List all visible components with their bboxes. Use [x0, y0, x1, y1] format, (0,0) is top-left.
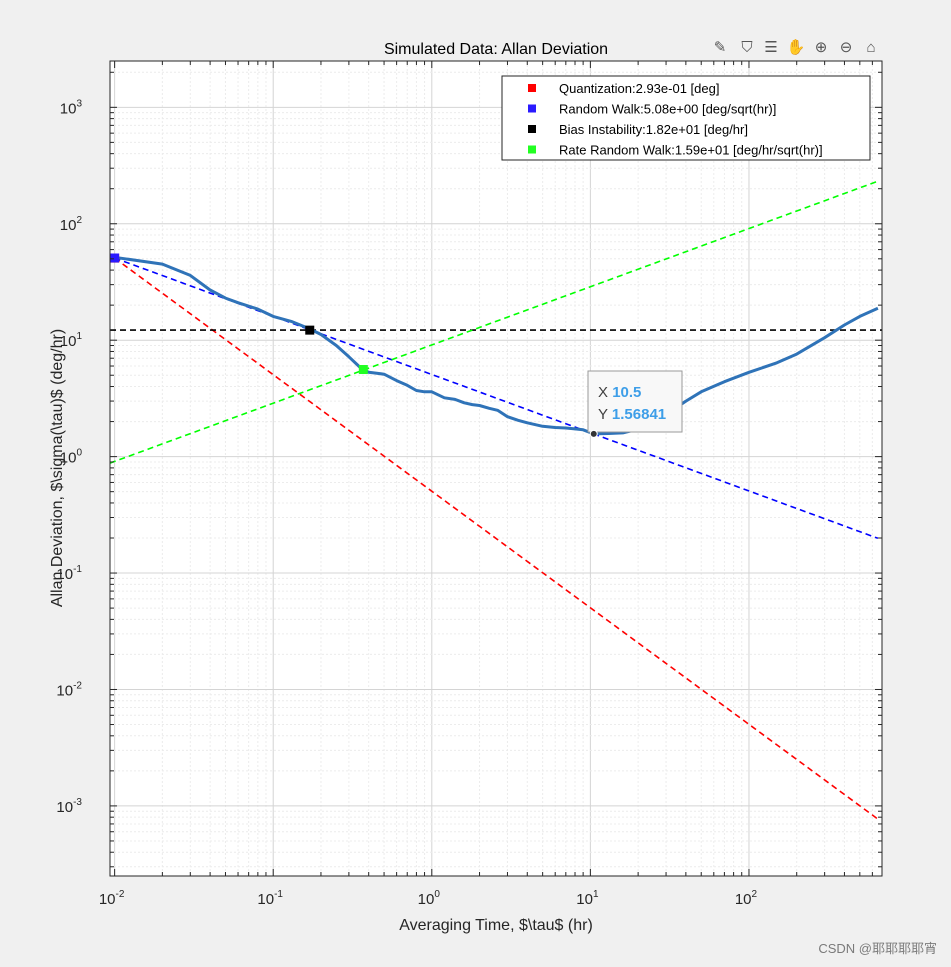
legend-label: Bias Instability:1.82e+01 [deg/hr]	[559, 122, 748, 137]
series-marker	[358, 365, 368, 375]
legend-swatch	[528, 125, 536, 133]
datatip-x-row: X 10.5	[598, 384, 641, 401]
y-tick-label: 102	[60, 215, 83, 234]
y-tick-label: 10-1	[56, 564, 82, 583]
y-tick-label: 103	[60, 98, 83, 117]
fit-line	[109, 180, 879, 464]
series-marker	[305, 325, 315, 335]
legend-label: Random Walk:5.08e+00 [deg/sqrt(hr)]	[559, 102, 776, 117]
grid	[110, 61, 882, 876]
axis-ticks: 10-2 10-1 100 101 102 10-3 10-2 10-1 100 101 102 10…	[56, 61, 882, 908]
datatip-box	[587, 370, 683, 433]
y-tick-label: 10-2	[56, 680, 82, 699]
zoom-out-icon[interactable]: ⊖	[839, 39, 853, 56]
x-tick-label: 10-2	[99, 889, 125, 908]
legend-swatch	[528, 145, 536, 154]
watermark: CSDN @耶耶耶耶宵	[818, 941, 937, 956]
series-lines	[109, 180, 882, 820]
allan-deviation-line	[114, 255, 879, 436]
x-tick-label: 101	[576, 889, 599, 908]
home-icon[interactable]: ⌂	[866, 38, 876, 56]
pan-icon[interactable]: ✋	[786, 39, 806, 56]
axes-box	[109, 60, 883, 877]
series-markers	[110, 253, 368, 375]
y-tick-label: 10-3	[56, 797, 82, 816]
export-icon[interactable]: ☰	[764, 39, 778, 56]
legend-swatch	[528, 84, 536, 92]
zoom-in-icon[interactable]: ⊕	[814, 39, 828, 56]
legend-label: Quantization:2.93e-01 [deg]	[559, 81, 719, 96]
x-axis-label: Averaging Time, $\tau$ (hr)	[399, 917, 593, 934]
y-axis-label: Allan Deviation, $\sigma(\tau)$ (deg/hr)	[49, 329, 66, 607]
legend-swatch	[528, 104, 536, 113]
datatip-y-row: Y 1.56841	[598, 406, 666, 423]
datatip[interactable]: X 10.5 Y 1.56841	[587, 370, 683, 438]
x-tick-label: 10-1	[257, 889, 283, 908]
fit-line	[114, 257, 879, 820]
legend[interactable]: Quantization:2.93e-01 [deg] Random Walk:5…	[501, 75, 871, 161]
x-tick-label: 102	[735, 889, 758, 908]
plot-area	[110, 61, 882, 876]
legend-label: Rate Random Walk:1.59e+01 [deg/hr/sqrt(h…	[559, 143, 823, 158]
datatip-point[interactable]	[589, 429, 598, 438]
series-marker	[110, 253, 120, 263]
legend-box	[501, 75, 871, 161]
data-tips-icon[interactable]: ⛉	[741, 38, 753, 56]
chart-title: Simulated Data: Allan Deviation	[384, 41, 608, 58]
brush-icon[interactable]: ✎	[713, 39, 727, 56]
y-tick-label: 100	[60, 448, 83, 467]
y-tick-label: 101	[60, 331, 83, 350]
x-tick-label: 100	[418, 889, 441, 908]
